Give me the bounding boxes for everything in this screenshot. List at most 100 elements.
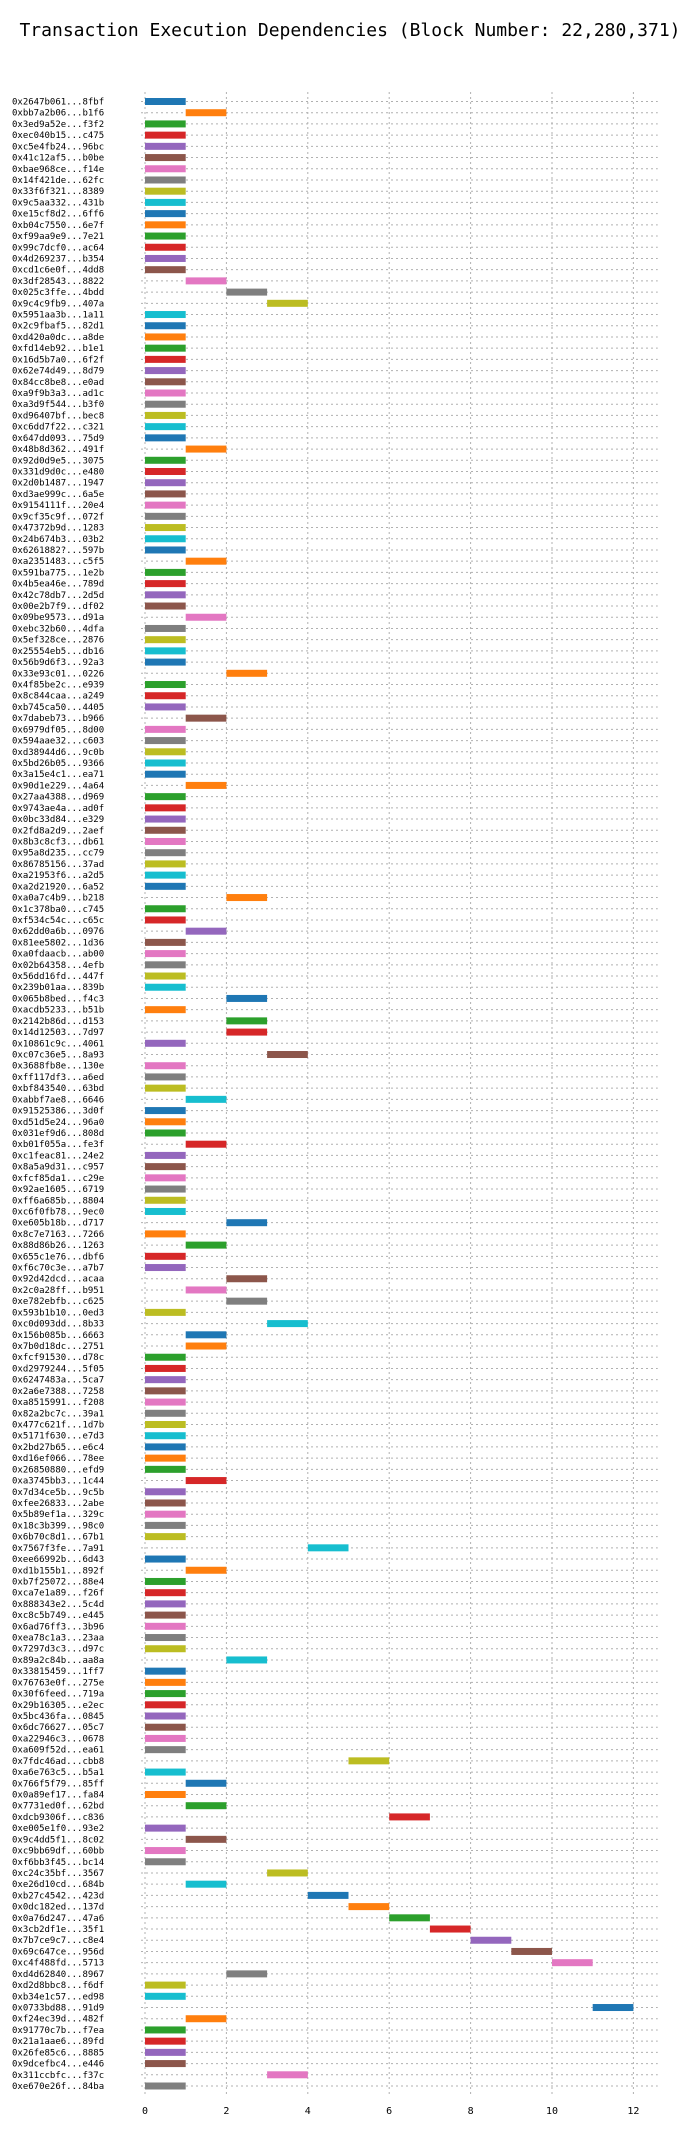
transaction-label: 0x88d86b26...1263	[12, 1241, 104, 1251]
transaction-bar	[145, 849, 186, 857]
transaction-bar	[145, 725, 186, 733]
transaction-label: 0x95a8d235...cc79	[12, 849, 104, 859]
transaction-bar	[145, 322, 186, 330]
transaction-label: 0x2142b86d...d153	[12, 1017, 104, 1027]
transaction-bar	[511, 1947, 552, 1955]
transaction-bar	[145, 1118, 186, 1126]
transaction-bar	[145, 1364, 186, 1372]
transaction-bar	[145, 1129, 186, 1137]
transaction-label: 0x594aae32...c603	[12, 737, 104, 747]
transaction-label: 0x2bd27b65...e6c4	[12, 1443, 104, 1453]
transaction-bar	[145, 1824, 186, 1832]
transaction-label: 0xa609f52d...ea61	[12, 1746, 104, 1756]
transaction-bar	[145, 344, 186, 352]
transaction-label: 0xa0a7c4b9...b218	[12, 894, 104, 904]
transaction-bar	[145, 456, 186, 464]
transaction-bar	[145, 98, 186, 105]
transaction-bar	[145, 266, 186, 274]
transaction-label: 0x593b1b10...0ed3	[12, 1308, 104, 1318]
transaction-label: 0x5ef328ce...2876	[12, 636, 104, 646]
transaction-label: 0x3cb2df1e...35f1	[12, 1925, 104, 1935]
transaction-label: 0xca7e1a89...f26f	[12, 1589, 104, 1599]
transaction-label: 0xa8515991...f208	[12, 1398, 104, 1408]
transaction-bar	[145, 681, 186, 689]
transaction-label: 0xdcb9306f...c836	[12, 1813, 104, 1823]
transaction-bar	[145, 1600, 186, 1608]
transaction-bar	[145, 1734, 186, 1742]
transaction-bar	[145, 2037, 186, 2045]
transaction-bar	[145, 411, 186, 419]
transaction-bar	[185, 613, 227, 621]
transaction-label: 0x29b16305...e2ec	[12, 1701, 104, 1711]
transaction-label: 0x86785156...37ad	[12, 860, 104, 870]
transaction-label: 0xe670e26f...84ba	[12, 2082, 104, 2092]
transaction-label: 0x1c378ba0...c745	[12, 905, 104, 915]
transaction-bar	[145, 1645, 186, 1653]
transaction-bar	[145, 938, 186, 946]
transaction-label: 0x7d34ce5b...9c5b	[12, 1488, 104, 1498]
transaction-bar	[145, 1151, 186, 1159]
transaction-label: 0x4f85be2c...e939	[12, 681, 104, 691]
transaction-label: 0x62dd0a6b...0976	[12, 927, 104, 937]
transaction-bar	[145, 165, 186, 173]
transaction-label: 0x99c7dcf0...ac64	[12, 243, 104, 253]
transaction-label: 0x84cc8be8...e0ad	[12, 378, 104, 388]
transaction-bar	[145, 400, 186, 408]
transaction-bar	[389, 1813, 430, 1821]
transaction-bar	[145, 2048, 186, 2056]
x-tick-label: 8	[468, 2106, 474, 2117]
transaction-bar	[145, 1174, 186, 1182]
transaction-bar	[145, 1634, 186, 1642]
transaction-label: 0x591ba775...1e2b	[12, 568, 104, 578]
transaction-bar	[145, 950, 186, 958]
transaction-label: 0x92d42dcd...acaa	[12, 1275, 104, 1285]
transaction-bar	[145, 1039, 186, 1047]
transaction-label: 0xa2351483...c5f5	[12, 557, 104, 567]
transaction-label: 0xa0fdaacb...ab00	[12, 950, 104, 960]
transaction-label: 0xee66992b...6d43	[12, 1555, 104, 1565]
transaction-label: 0x09be9573...d91a	[12, 613, 104, 623]
transaction-label: 0xfd14eb92...b1e1	[12, 344, 104, 354]
transaction-label: 0xbae968ce...f14e	[12, 165, 104, 175]
transaction-bar	[145, 1308, 186, 1316]
transaction-bar	[145, 1465, 186, 1473]
transaction-bar	[145, 961, 186, 969]
transaction-bar	[145, 815, 186, 823]
x-tick-label: 12	[627, 2106, 639, 2117]
transaction-bar	[267, 1320, 308, 1328]
transaction-bar	[145, 232, 186, 240]
transaction-label: 0x41c12af5...b0be	[12, 154, 104, 164]
transaction-bar	[145, 860, 186, 868]
transaction-bar	[145, 1690, 186, 1698]
x-tick-label: 2	[223, 2106, 229, 2117]
transaction-bar	[145, 490, 186, 498]
transaction-bar	[145, 1746, 186, 1754]
transaction-label: 0x76763e0f...275e	[12, 1678, 104, 1688]
transaction-bar	[145, 636, 186, 644]
transaction-label: 0x33f6f321...8389	[12, 187, 104, 197]
transaction-label: 0x5171f630...e7d3	[12, 1432, 104, 1442]
transaction-label: 0x8c7e7163...7266	[12, 1230, 104, 1240]
transaction-label: 0x00e2b7f9...df02	[12, 602, 104, 612]
transaction-bar	[145, 1992, 186, 2000]
transaction-label: 0x10861c9c...4061	[12, 1039, 104, 1049]
transaction-bar	[145, 1667, 186, 1675]
transaction-label: 0xf24ec39d...482f	[12, 2015, 104, 2025]
transaction-label: 0x14f421de...62fc	[12, 176, 104, 186]
transaction-bar	[145, 916, 186, 924]
transaction-bar	[145, 1790, 186, 1798]
transaction-label: 0xb34e1c57...ed98	[12, 1992, 104, 2002]
transaction-bar	[145, 1510, 186, 1518]
transaction-bar	[145, 1678, 186, 1686]
transaction-label: 0x24b674b3...03b2	[12, 535, 104, 545]
transaction-bar	[145, 905, 186, 913]
transaction-label: 0xf99aa9e9...7e21	[12, 232, 104, 242]
transaction-bar	[145, 826, 186, 834]
transaction-bar	[145, 983, 186, 991]
transaction-bar	[145, 703, 186, 711]
transaction-bar	[145, 2082, 186, 2090]
transaction-label: 0x8a5a9d31...c957	[12, 1163, 104, 1173]
transaction-label: 0xc6f0fb78...9ec0	[12, 1207, 104, 1217]
transaction-bar	[145, 512, 186, 520]
transaction-bar	[185, 1331, 227, 1339]
